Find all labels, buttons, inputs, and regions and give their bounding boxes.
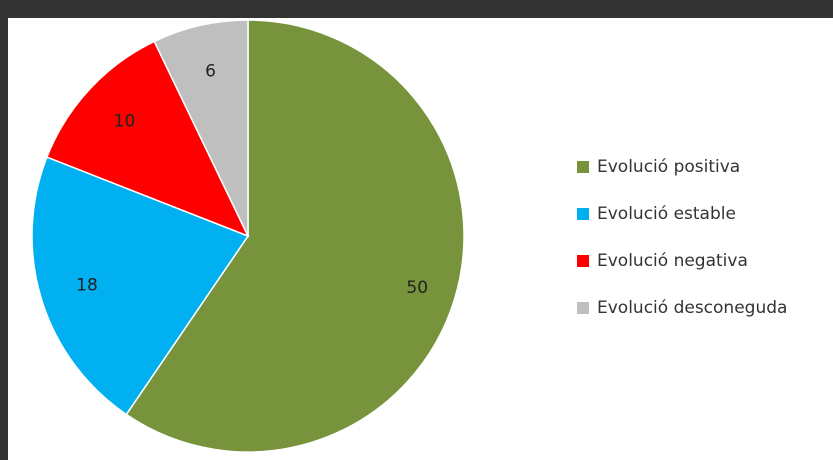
data-label: 50: [406, 278, 428, 298]
legend-swatch: [577, 255, 589, 267]
pie-slice: [153, 19, 249, 237]
legend-label: Evolució positiva: [597, 157, 740, 177]
data-label: 6: [205, 62, 216, 82]
legend-swatch: [577, 208, 589, 220]
legend-label: Evolució estable: [597, 204, 736, 224]
legend-swatch: [577, 302, 589, 314]
pie-slice: [31, 156, 250, 416]
legend-swatch: [577, 161, 589, 173]
legend-label: Evolució desconeguda: [597, 298, 787, 318]
pie-slice: [125, 19, 465, 453]
legend-label: Evolució negativa: [597, 251, 748, 271]
data-label: 10: [114, 111, 136, 131]
pie-slice: [45, 40, 250, 238]
data-label: 18: [76, 276, 98, 296]
